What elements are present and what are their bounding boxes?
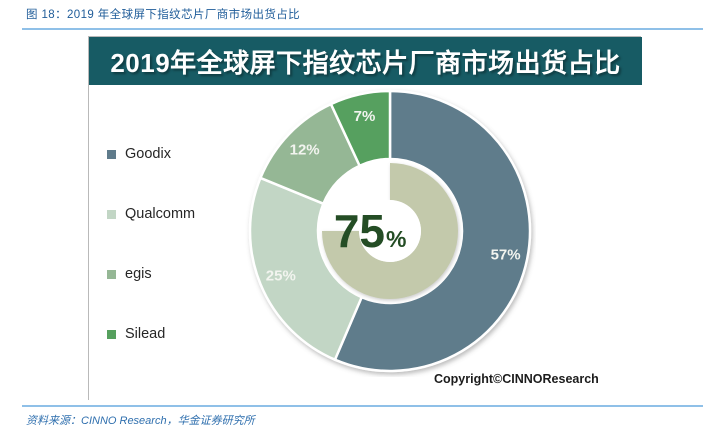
outer-ring-labels: 57% 25% 12% 7%: [266, 108, 521, 285]
chart-card: 2019年全球屏下指纹芯片厂商市场出货占比 Goodix Qualcomm eg…: [88, 36, 642, 401]
chart-title: 2019年全球屏下指纹芯片厂商市场出货占比: [110, 47, 621, 78]
inner-ring-hole: [359, 200, 421, 262]
pie-slice-label-egis: 12%: [290, 142, 320, 159]
caption-divider: [22, 28, 703, 30]
chart-plot-area: Goodix Qualcomm egis Silead: [89, 85, 642, 401]
chart-title-bar: 2019年全球屏下指纹芯片厂商市场出货占比: [89, 37, 642, 85]
legend-item-qualcomm[interactable]: Qualcomm: [107, 203, 237, 225]
legend-swatch-egis: [107, 269, 116, 279]
legend-swatch-goodix: [107, 149, 116, 159]
pie-slice-label-qualcomm: 25%: [266, 268, 296, 285]
inner-gauge-arc: [322, 163, 458, 299]
legend-item-silead[interactable]: Silead: [107, 323, 237, 345]
copyright-annotation: Copyright©CINNOResearch: [434, 372, 599, 386]
figure-caption: 图 18：2019 年全球屏下指纹芯片厂商市场出货占比: [26, 9, 301, 21]
chart-legend: Goodix Qualcomm egis Silead: [107, 143, 237, 383]
source-divider: [22, 405, 703, 407]
legend-swatch-silead: [107, 329, 116, 339]
inner-ring-gauge: [322, 163, 458, 299]
legend-label-silead: Silead: [125, 326, 166, 342]
center-unit-text: %: [386, 226, 406, 252]
legend-label-goodix: Goodix: [125, 146, 171, 162]
source-note: 资料来源：CINNO Research，华金证券研究所: [26, 415, 255, 427]
donut-chart-svg: 57% 25% 12% 7% 75 %: [248, 89, 532, 373]
legend-label-qualcomm: Qualcomm: [125, 206, 196, 222]
legend-item-goodix[interactable]: Goodix: [107, 143, 237, 165]
legend-label-egis: egis: [125, 266, 152, 282]
outer-ring-slices: [248, 89, 532, 373]
legend-item-egis[interactable]: egis: [107, 263, 237, 285]
pie-slice-label-goodix: 57%: [491, 247, 521, 264]
center-value-text: 75: [334, 205, 385, 257]
legend-swatch-qualcomm: [107, 209, 116, 219]
pie-slice-label-silead: 7%: [354, 108, 376, 125]
donut-chart: 57% 25% 12% 7% 75 %: [244, 85, 536, 377]
